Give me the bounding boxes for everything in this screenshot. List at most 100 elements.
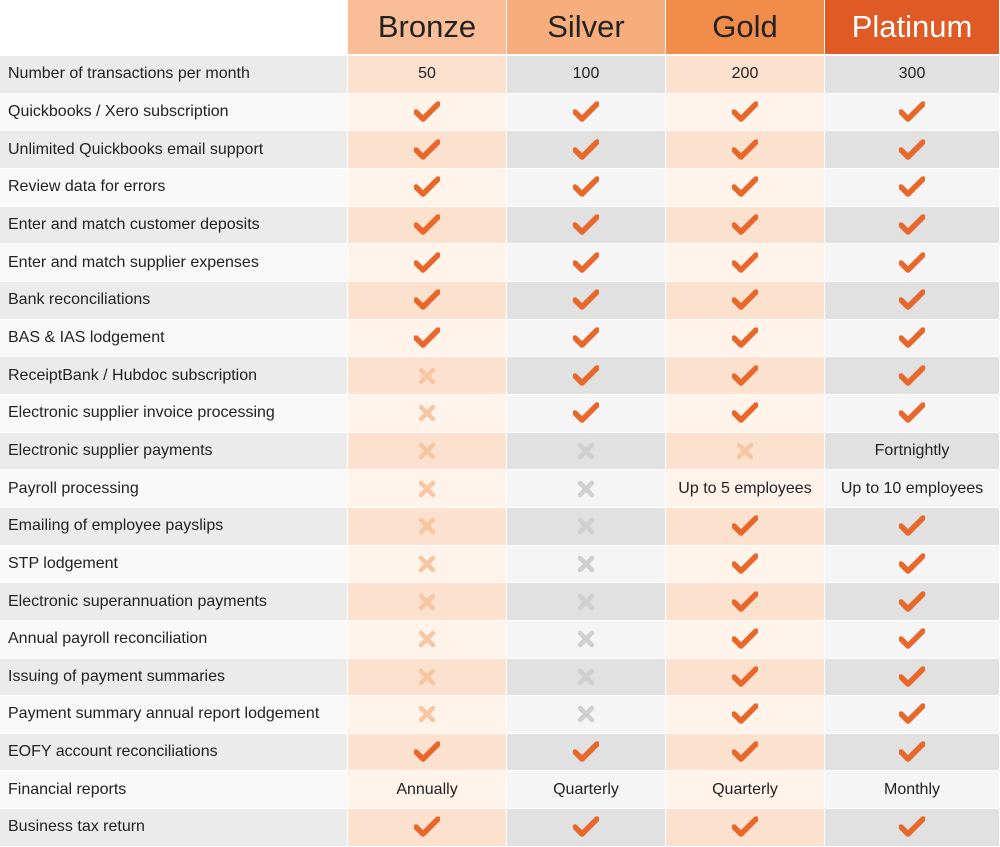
cross-icon	[507, 658, 666, 697]
check-icon	[666, 809, 825, 847]
feature-label: Enter and match customer deposits	[0, 206, 348, 245]
check-icon	[825, 244, 1000, 282]
cross-icon	[507, 545, 666, 584]
cross-icon	[348, 357, 507, 395]
cross-icon	[348, 658, 507, 697]
tier-header-platinum: Platinum	[825, 0, 1000, 56]
check-icon	[666, 168, 825, 207]
check-icon	[666, 658, 825, 697]
cross-icon	[348, 470, 507, 508]
check-icon	[348, 206, 507, 245]
value-cell-silver: 100	[507, 56, 666, 94]
check-icon	[348, 168, 507, 207]
feature-label: Payment summary annual report lodgement	[0, 696, 348, 734]
check-icon	[825, 809, 1000, 847]
check-icon	[666, 357, 825, 395]
check-icon	[825, 281, 1000, 320]
check-icon	[666, 93, 825, 132]
cross-icon	[507, 696, 666, 734]
check-icon	[507, 244, 666, 282]
tier-header-silver: Silver	[507, 0, 666, 56]
check-icon	[825, 206, 1000, 245]
cross-icon	[348, 583, 507, 621]
feature-label: Enter and match supplier expenses	[0, 244, 348, 282]
check-icon	[825, 93, 1000, 132]
cross-icon	[507, 432, 666, 471]
check-icon	[825, 620, 1000, 659]
check-icon	[348, 319, 507, 358]
value-cell-platinum: Up to 10 employees	[825, 470, 1000, 508]
check-icon	[507, 357, 666, 395]
cross-icon	[348, 620, 507, 659]
check-icon	[348, 281, 507, 320]
check-icon	[666, 206, 825, 245]
check-icon	[666, 394, 825, 433]
cross-icon	[507, 583, 666, 621]
feature-label: ReceiptBank / Hubdoc subscription	[0, 357, 348, 395]
check-icon	[507, 206, 666, 245]
feature-label: Quickbooks / Xero subscription	[0, 93, 348, 132]
cross-icon	[507, 620, 666, 659]
check-icon	[666, 733, 825, 772]
feature-label: EOFY account reconciliations	[0, 733, 348, 772]
check-icon	[825, 394, 1000, 433]
feature-label: STP lodgement	[0, 545, 348, 584]
value-cell-platinum: 300	[825, 56, 1000, 94]
check-icon	[825, 168, 1000, 207]
header-blank-cell	[0, 0, 348, 56]
value-cell-silver: Quarterly	[507, 771, 666, 810]
feature-label: Issuing of payment summaries	[0, 658, 348, 697]
value-cell-bronze: 50	[348, 56, 507, 94]
check-icon	[825, 319, 1000, 358]
check-icon	[507, 131, 666, 169]
feature-label: Business tax return	[0, 809, 348, 847]
check-icon	[348, 93, 507, 132]
check-icon	[348, 131, 507, 169]
cross-icon	[666, 432, 825, 471]
feature-label: Unlimited Quickbooks email support	[0, 131, 348, 169]
check-icon	[507, 93, 666, 132]
check-icon	[666, 131, 825, 169]
check-icon	[507, 809, 666, 847]
check-icon	[507, 168, 666, 207]
cross-icon	[348, 394, 507, 433]
check-icon	[666, 244, 825, 282]
feature-label: Annual payroll reconciliation	[0, 620, 348, 659]
check-icon	[825, 583, 1000, 621]
value-cell-gold: 200	[666, 56, 825, 94]
check-icon	[348, 244, 507, 282]
check-icon	[666, 281, 825, 320]
check-icon	[666, 583, 825, 621]
check-icon	[825, 545, 1000, 584]
tier-header-gold: Gold	[666, 0, 825, 56]
check-icon	[666, 545, 825, 584]
cross-icon	[348, 432, 507, 471]
check-icon	[507, 281, 666, 320]
cross-icon	[348, 696, 507, 734]
value-cell-gold: Up to 5 employees	[666, 470, 825, 508]
check-icon	[666, 507, 825, 546]
cross-icon	[348, 545, 507, 584]
feature-label: Emailing of employee payslips	[0, 507, 348, 546]
cross-icon	[507, 470, 666, 508]
cross-icon	[507, 507, 666, 546]
value-cell-platinum: Monthly	[825, 771, 1000, 810]
feature-label: Financial reports	[0, 771, 348, 810]
check-icon	[348, 733, 507, 772]
check-icon	[825, 131, 1000, 169]
feature-label: Electronic supplier invoice processing	[0, 394, 348, 433]
check-icon	[348, 809, 507, 847]
feature-label: Number of transactions per month	[0, 56, 348, 94]
value-cell-gold: Quarterly	[666, 771, 825, 810]
check-icon	[507, 394, 666, 433]
feature-label: Payroll processing	[0, 470, 348, 508]
check-icon	[825, 696, 1000, 734]
feature-label: Electronic superannuation payments	[0, 583, 348, 621]
check-icon	[825, 357, 1000, 395]
check-icon	[825, 507, 1000, 546]
check-icon	[666, 696, 825, 734]
value-cell-platinum: Fortnightly	[825, 432, 1000, 471]
check-icon	[825, 658, 1000, 697]
feature-label: Review data for errors	[0, 168, 348, 207]
